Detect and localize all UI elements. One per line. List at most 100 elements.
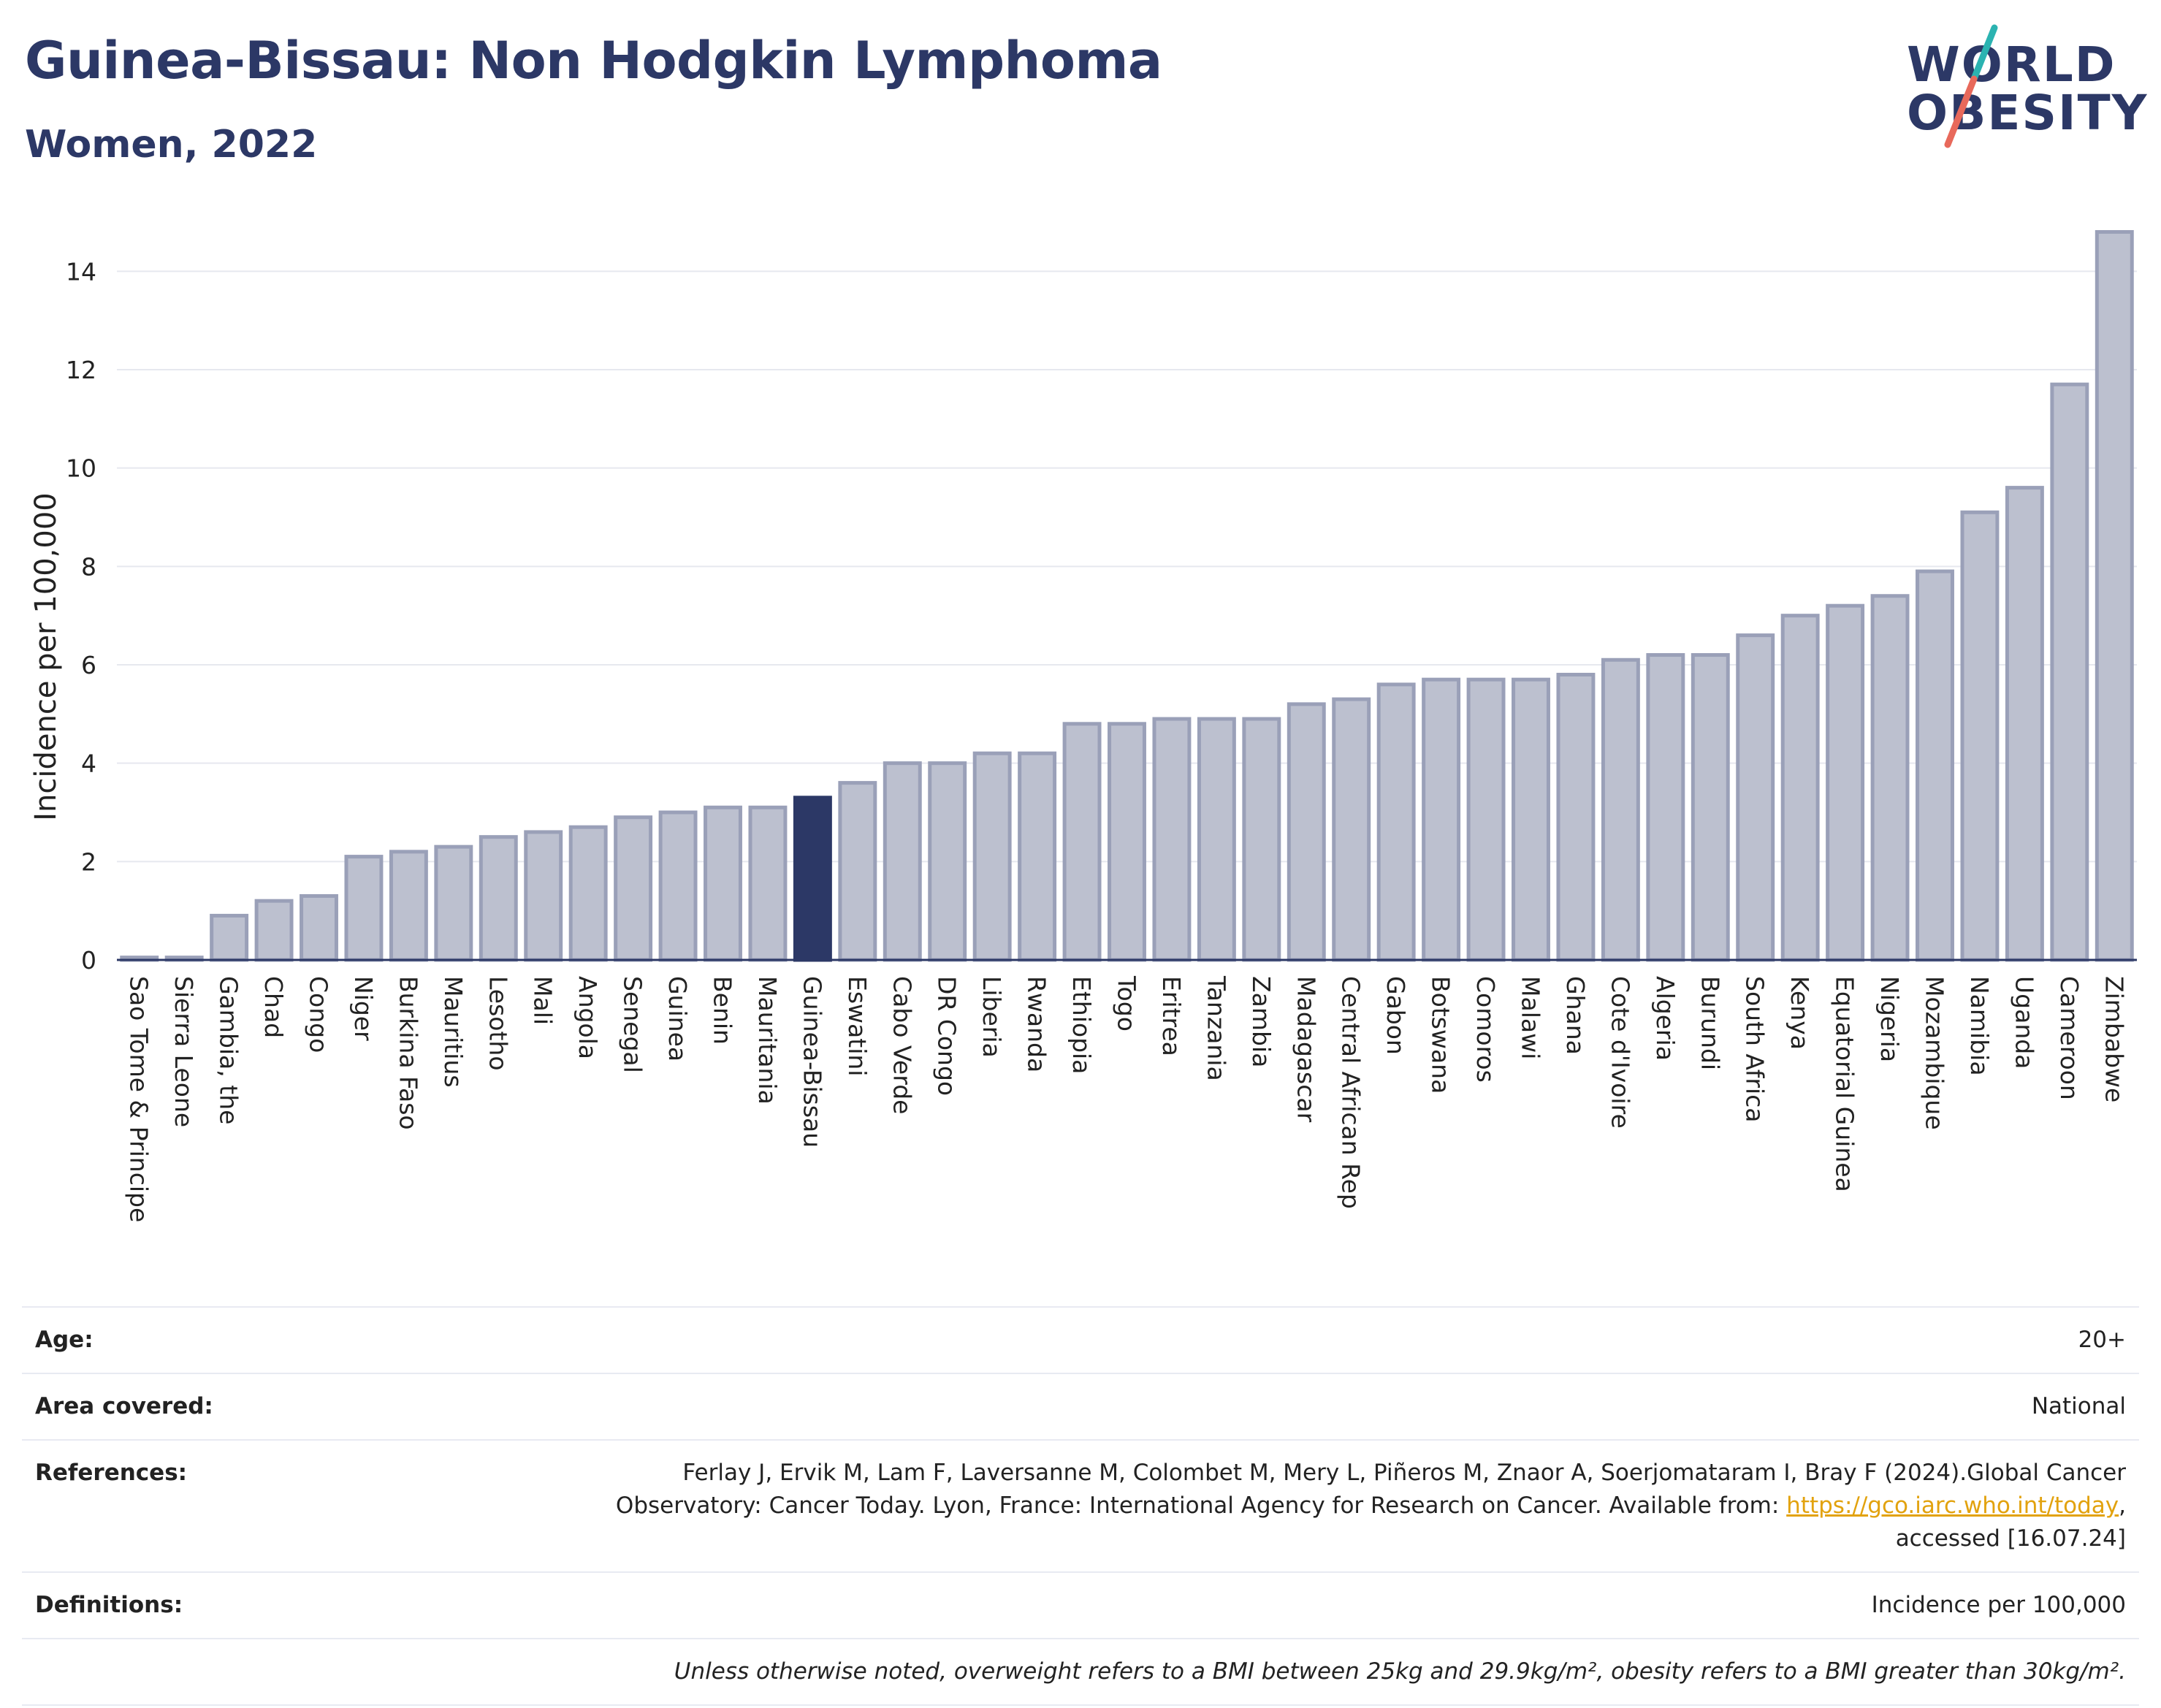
bar bbox=[1062, 722, 1102, 962]
y-tick-label: 10 bbox=[66, 454, 96, 483]
x-tick-label: South Africa bbox=[1741, 976, 1769, 1123]
bar bbox=[704, 805, 742, 962]
page-title: Guinea-Bissau: Non Hodgkin Lymphoma bbox=[25, 31, 1162, 91]
bar bbox=[568, 825, 608, 962]
age-label: Age: bbox=[35, 1327, 94, 1353]
x-tick-label: Comoros bbox=[1471, 976, 1500, 1083]
bar bbox=[1826, 603, 1865, 962]
page-subtitle: Women, 2022 bbox=[25, 123, 318, 167]
info-row-age: Age: 20+ bbox=[22, 1306, 2139, 1373]
info-row-area: Area covered: National bbox=[22, 1372, 2139, 1439]
bar bbox=[1512, 677, 1550, 962]
x-tick-label: Uganda bbox=[2010, 976, 2038, 1069]
x-tick-label: Sierra Leone bbox=[169, 976, 198, 1127]
bar bbox=[1646, 653, 1685, 962]
x-tick-label: Gambia, the bbox=[215, 976, 243, 1124]
bar bbox=[2095, 229, 2134, 962]
x-tick-label: Zimbabwe bbox=[2100, 976, 2128, 1102]
bar bbox=[1287, 702, 1326, 962]
bar bbox=[389, 850, 428, 962]
bar bbox=[1466, 677, 1506, 962]
bar bbox=[524, 830, 563, 962]
bar bbox=[1108, 722, 1146, 962]
x-tick-label: Ghana bbox=[1561, 976, 1590, 1055]
x-tick-label: Niger bbox=[349, 976, 378, 1041]
references-line3: accessed [16.07.24] bbox=[1895, 1525, 2126, 1552]
chart-bars bbox=[120, 229, 2134, 962]
bar bbox=[1916, 569, 1954, 962]
references-value: Ferlay J, Ervik M, Lam F, Laversanne M, … bbox=[616, 1457, 2126, 1555]
x-tick-label: Eswatini bbox=[843, 976, 872, 1076]
x-tick-label: Mali bbox=[529, 976, 557, 1025]
bar bbox=[748, 805, 788, 962]
info-row-definitions: Definitions: Incidence per 100,000 bbox=[22, 1571, 2139, 1638]
x-axis-labels: Sao Tome & Principe Sierra Leone Gambia, t… bbox=[125, 975, 2129, 1222]
area-label: Area covered: bbox=[35, 1392, 213, 1419]
y-tick-label: 0 bbox=[81, 946, 96, 975]
bar bbox=[614, 815, 653, 962]
bar bbox=[883, 761, 922, 962]
x-tick-label: Burundi bbox=[1696, 976, 1724, 1070]
x-tick-label: Cote d'Ivoire bbox=[1606, 976, 1634, 1129]
x-tick-label: Rwanda bbox=[1023, 976, 1051, 1072]
bar bbox=[254, 899, 294, 962]
bar bbox=[1332, 697, 1371, 962]
x-tick-label: Burkina Faso bbox=[394, 976, 422, 1130]
bar bbox=[1736, 633, 1775, 962]
bar bbox=[344, 855, 384, 962]
x-tick-label: Gabon bbox=[1381, 976, 1410, 1055]
x-tick-label: Algeria bbox=[1651, 976, 1680, 1061]
bar bbox=[1422, 677, 1461, 962]
y-tick-label: 6 bbox=[81, 651, 96, 679]
x-tick-label: Nigeria bbox=[1875, 976, 1904, 1062]
info-row-references: References: Ferlay J, Ervik M, Lam F, La… bbox=[22, 1438, 2139, 1571]
references-label: References: bbox=[35, 1459, 188, 1486]
bar bbox=[1556, 672, 1596, 962]
bar bbox=[1960, 510, 2000, 962]
logo-slash-icon bbox=[1944, 24, 1998, 148]
y-axis-ticks: 0 2 4 6 8 10 12 14 bbox=[66, 257, 96, 975]
references-line2: Observatory: Cancer Today. Lyon, France:… bbox=[615, 1492, 1787, 1519]
x-tick-label: Sao Tome & Principe bbox=[125, 976, 153, 1222]
bar bbox=[928, 761, 967, 962]
references-line2-end: , bbox=[2119, 1492, 2126, 1519]
bar bbox=[658, 810, 698, 962]
bar bbox=[2050, 382, 2089, 962]
bar bbox=[2005, 486, 2044, 962]
bar bbox=[1018, 751, 1057, 962]
x-tick-label: Equatorial Guinea bbox=[1831, 976, 1859, 1192]
x-tick-label: Namibia bbox=[1965, 976, 1994, 1076]
x-tick-label: Madagascar bbox=[1292, 976, 1320, 1123]
x-tick-label: Congo bbox=[305, 976, 333, 1053]
x-tick-label: Cabo Verde bbox=[888, 976, 916, 1114]
definitions-label: Definitions: bbox=[35, 1591, 183, 1618]
x-tick-label: Senegal bbox=[619, 976, 647, 1073]
logo-text-world: WORLD bbox=[1907, 37, 2116, 93]
definitions-value: Incidence per 100,000 bbox=[1871, 1591, 2126, 1618]
references-link[interactable]: https://gco.iarc.who.int/today bbox=[1786, 1492, 2119, 1519]
age-value: 20+ bbox=[2078, 1327, 2126, 1353]
x-tick-label: Guinea bbox=[663, 976, 692, 1061]
logo-text-obesity: OBESITY bbox=[1907, 85, 2149, 141]
bar bbox=[1870, 594, 1910, 962]
bar bbox=[1197, 717, 1236, 962]
info-row-note: Unless otherwise noted, overweight refer… bbox=[22, 1637, 2139, 1706]
world-obesity-logo: WORLD OBESITY bbox=[1907, 20, 2148, 159]
x-tick-label: Eritrea bbox=[1157, 976, 1186, 1056]
bar-highlighted bbox=[793, 796, 832, 962]
bar bbox=[1601, 657, 1640, 962]
bmi-note: Unless otherwise noted, overweight refer… bbox=[674, 1658, 2126, 1685]
bar bbox=[434, 845, 473, 962]
x-tick-label: Malawi bbox=[1517, 976, 1545, 1059]
y-axis-title: Incidence per 100,000 bbox=[29, 492, 63, 821]
bar bbox=[1780, 614, 1820, 962]
bar bbox=[210, 913, 249, 962]
references-line1: Ferlay J, Ervik M, Lam F, Laversanne M, … bbox=[682, 1459, 2126, 1486]
y-tick-label: 8 bbox=[81, 552, 96, 581]
x-tick-label: Central African Rep bbox=[1337, 976, 1365, 1209]
x-tick-label: DR Congo bbox=[933, 976, 961, 1096]
y-tick-label: 2 bbox=[81, 847, 96, 876]
x-tick-label: Benin bbox=[709, 976, 737, 1045]
bar bbox=[479, 835, 518, 962]
x-tick-label: Togo bbox=[1113, 975, 1141, 1032]
